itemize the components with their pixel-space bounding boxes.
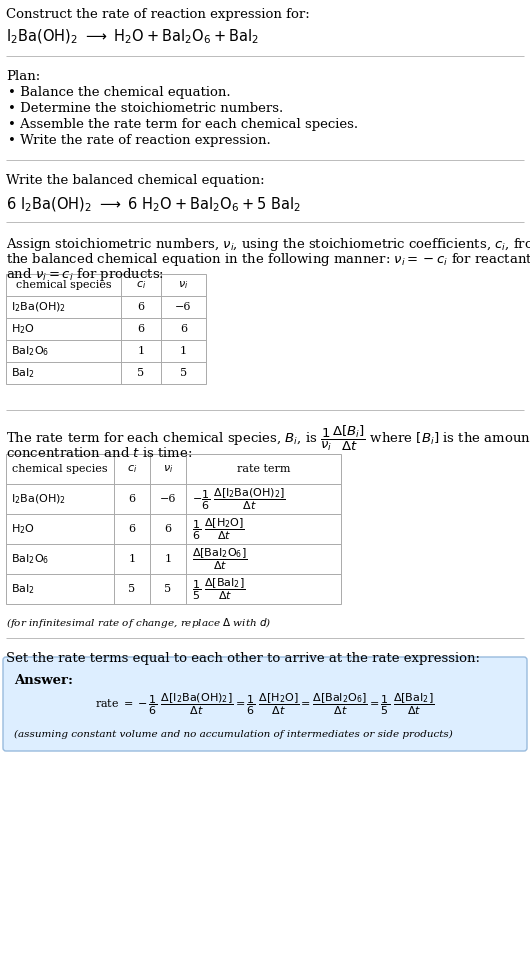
Text: 1: 1 [137, 346, 145, 356]
Text: $c_i$: $c_i$ [127, 464, 137, 475]
Text: chemical species: chemical species [16, 280, 111, 290]
Text: −6: −6 [160, 494, 176, 504]
Text: 5: 5 [137, 368, 145, 378]
Bar [6, 274, 206, 384]
Text: 5: 5 [164, 584, 172, 594]
Text: $\mathrm{BaI_2O_6}$: $\mathrm{BaI_2O_6}$ [11, 552, 49, 565]
Text: $\mathrm{BaI_2}$: $\mathrm{BaI_2}$ [11, 582, 35, 596]
Text: $\mathrm{BaI_2O_6}$: $\mathrm{BaI_2O_6}$ [11, 344, 49, 358]
Text: $\mathrm{I_2Ba(OH)_2}$$\ \longrightarrow\ $$\mathrm{H_2O + BaI_2O_6 + BaI_2}$: $\mathrm{I_2Ba(OH)_2}$$\ \longrightarrow… [6, 28, 259, 46]
Text: 6: 6 [137, 324, 145, 334]
Text: Set the rate terms equal to each other to arrive at the rate expression:: Set the rate terms equal to each other t… [6, 652, 480, 665]
Text: (assuming constant volume and no accumulation of intermediates or side products): (assuming constant volume and no accumul… [14, 730, 453, 739]
Text: 6: 6 [128, 494, 136, 504]
Text: 5: 5 [180, 368, 187, 378]
Text: $c_i$: $c_i$ [136, 279, 146, 291]
Text: Plan:: Plan: [6, 70, 40, 83]
Text: $\mathrm{H_2O}$: $\mathrm{H_2O}$ [11, 522, 35, 536]
Bar [6, 454, 341, 604]
Text: $\mathrm{I_2Ba(OH)_2}$: $\mathrm{I_2Ba(OH)_2}$ [11, 492, 66, 506]
Text: Answer:: Answer: [14, 674, 73, 687]
Text: $\dfrac{1}{5}\ \dfrac{\Delta[\mathrm{BaI_2}]}{\Delta t}$: $\dfrac{1}{5}\ \dfrac{\Delta[\mathrm{BaI… [192, 576, 245, 602]
Text: $\nu_i$: $\nu_i$ [178, 279, 189, 291]
Text: $\mathrm{I_2Ba(OH)_2}$: $\mathrm{I_2Ba(OH)_2}$ [11, 300, 66, 314]
Text: 6: 6 [128, 524, 136, 534]
Text: rate $= -\dfrac{1}{6}\ \dfrac{\Delta[\mathrm{I_2Ba(OH)_2}]}{\Delta t}$$ = \dfrac: rate $= -\dfrac{1}{6}\ \dfrac{\Delta[\ma… [95, 691, 435, 716]
Text: concentration and $t$ is time:: concentration and $t$ is time: [6, 446, 192, 460]
Text: $-\dfrac{1}{6}\ \dfrac{\Delta[\mathrm{I_2Ba(OH)_2}]}{\Delta t}$: $-\dfrac{1}{6}\ \dfrac{\Delta[\mathrm{I_… [192, 486, 286, 512]
Text: (for infinitesimal rate of change, replace $\Delta$ with $d$): (for infinitesimal rate of change, repla… [6, 616, 271, 630]
Text: $\mathrm{6\ I_2Ba(OH)_2}$$\ \longrightarrow\ $$\mathrm{6\ H_2O + BaI_2O_6 + 5\ B: $\mathrm{6\ I_2Ba(OH)_2}$$\ \longrightar… [6, 196, 301, 215]
Text: Construct the rate of reaction expression for:: Construct the rate of reaction expressio… [6, 8, 310, 21]
Text: The rate term for each chemical species, $B_i$, is $\dfrac{1}{\nu_i}\dfrac{\Delt: The rate term for each chemical species,… [6, 424, 530, 454]
Text: −6: −6 [175, 302, 192, 312]
Text: 5: 5 [128, 584, 136, 594]
Text: 1: 1 [128, 554, 136, 564]
Text: 1: 1 [180, 346, 187, 356]
Text: Assign stoichiometric numbers, $\nu_i$, using the stoichiometric coefficients, $: Assign stoichiometric numbers, $\nu_i$, … [6, 236, 530, 253]
Text: 6: 6 [164, 524, 172, 534]
Text: • Balance the chemical equation.: • Balance the chemical equation. [8, 86, 231, 99]
Text: and $\nu_i = c_i$ for products:: and $\nu_i = c_i$ for products: [6, 266, 164, 283]
FancyBboxPatch shape [3, 657, 527, 751]
Text: Write the balanced chemical equation:: Write the balanced chemical equation: [6, 174, 264, 187]
Text: • Assemble the rate term for each chemical species.: • Assemble the rate term for each chemic… [8, 118, 358, 131]
Text: 6: 6 [180, 324, 187, 334]
Text: chemical species: chemical species [12, 464, 108, 474]
Text: $\mathrm{BaI_2}$: $\mathrm{BaI_2}$ [11, 367, 35, 380]
Text: $\dfrac{1}{6}\ \dfrac{\Delta[\mathrm{H_2O}]}{\Delta t}$: $\dfrac{1}{6}\ \dfrac{\Delta[\mathrm{H_2… [192, 516, 245, 542]
Text: $\nu_i$: $\nu_i$ [163, 464, 173, 475]
Text: $\dfrac{\Delta[\mathrm{BaI_2O_6}]}{\Delta t}$: $\dfrac{\Delta[\mathrm{BaI_2O_6}]}{\Delt… [192, 546, 248, 571]
Text: the balanced chemical equation in the following manner: $\nu_i = -c_i$ for react: the balanced chemical equation in the fo… [6, 251, 530, 268]
Text: • Determine the stoichiometric numbers.: • Determine the stoichiometric numbers. [8, 102, 283, 115]
Text: 6: 6 [137, 302, 145, 312]
Text: $\mathrm{H_2O}$: $\mathrm{H_2O}$ [11, 322, 35, 336]
Text: 1: 1 [164, 554, 172, 564]
Text: • Write the rate of reaction expression.: • Write the rate of reaction expression. [8, 134, 271, 147]
Text: rate term: rate term [237, 464, 290, 474]
